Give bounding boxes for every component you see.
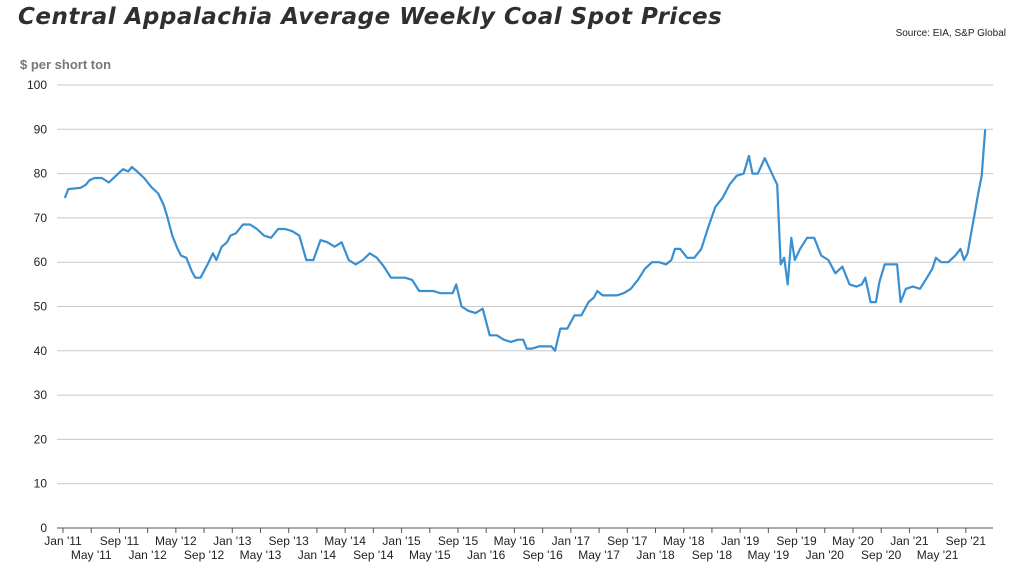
x-tick-label: May '12 [155,534,197,548]
x-tick-label: Jan '12 [128,548,167,562]
y-tick-label: 50 [34,300,48,314]
chart-title: Central Appalachia Average Weekly Coal S… [18,4,723,30]
x-tick-label: May '17 [578,548,620,562]
x-tick-label: Sep '19 [776,534,817,548]
source-note: Source: EIA, S&P Global [895,28,1006,39]
x-tick-label: Jan '20 [806,548,845,562]
x-tick-label: May '15 [409,548,451,562]
x-tick-label: Sep '18 [692,548,733,562]
y-tick-label: 0 [40,521,47,535]
x-tick-label: Jan '19 [721,534,760,548]
x-tick-label: Jan '11 [44,534,82,548]
x-tick-label: Sep '11 [100,534,140,548]
x-tick-label: Jan '17 [552,534,591,548]
x-tick-label: Jan '14 [298,548,337,562]
y-tick-label: 10 [34,477,48,491]
y-axis-unit-label: $ per short ton [20,57,112,72]
x-tick-label: Jan '15 [382,534,421,548]
y-tick-label: 60 [34,255,48,269]
y-tick-label: 90 [34,122,48,136]
x-tick-label: Jan '21 [890,534,929,548]
x-tick-label: May '19 [748,548,790,562]
price-series-line [63,129,987,352]
x-tick-label: Sep '12 [184,548,225,562]
x-tick-label: Sep '21 [946,534,987,548]
y-tick-label: 80 [34,167,48,181]
x-tick-label: Sep '20 [861,548,902,562]
x-tick-label: May '14 [324,534,366,548]
x-tick-label: Sep '14 [353,548,394,562]
x-tick-label: Sep '15 [438,534,479,548]
x-tick-label: Jan '18 [636,548,675,562]
y-tick-label: 70 [34,211,48,225]
x-tick-label: May '18 [663,534,705,548]
y-tick-label: 100 [27,78,47,92]
x-tick-label: May '16 [494,534,536,548]
x-tick-label: Jan '16 [467,548,506,562]
x-tick-label: Sep '17 [607,534,648,548]
x-tick-label: May '11 [71,548,112,562]
x-tick-label: Sep '16 [522,548,563,562]
x-tick-label: May '21 [917,548,959,562]
x-tick-label: Sep '13 [269,534,310,548]
y-tick-label: 20 [34,432,48,446]
x-tick-label: May '13 [240,548,282,562]
x-tick-label: Jan '13 [213,534,252,548]
x-tick-label: May '20 [832,534,874,548]
y-tick-label: 40 [34,344,48,358]
y-tick-label: 30 [34,388,48,402]
